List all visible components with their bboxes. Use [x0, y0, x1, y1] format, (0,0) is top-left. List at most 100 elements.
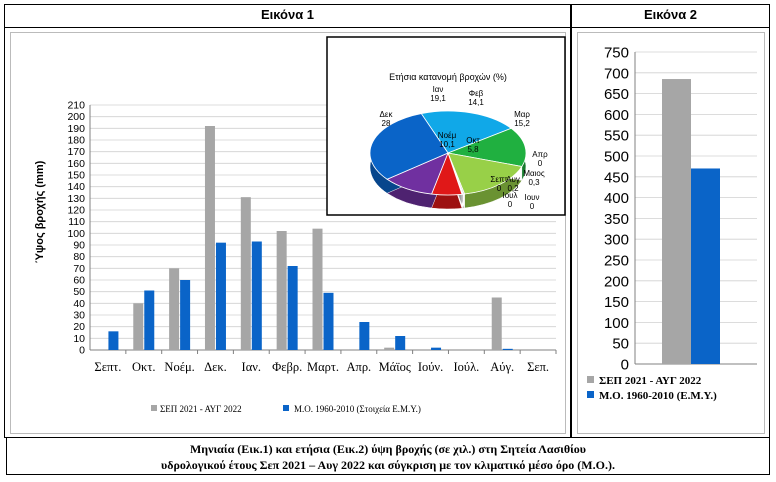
bar-current — [169, 268, 180, 350]
pie-slice-label: Νοέμ — [438, 131, 457, 140]
pie-slice-value: 0 — [538, 159, 543, 168]
pie-slice-label: Ιουν — [524, 193, 539, 202]
x-tick-label: Οκτ. — [132, 360, 155, 374]
y-tick-label: 60 — [73, 275, 85, 287]
bar-normal — [251, 241, 262, 350]
y-tick-label: 40 — [73, 298, 85, 310]
bar-current — [491, 297, 502, 350]
y2-tick-label: 0 — [621, 357, 629, 374]
y-tick-label: 110 — [68, 216, 85, 228]
y-tick-label: 190 — [67, 123, 85, 135]
y-tick-label: 90 — [73, 240, 85, 252]
bar-normal — [502, 348, 513, 350]
y-axis-label: Ύψος βροχής (mm) — [34, 160, 46, 263]
panel2-title: Εικόνα 2 — [643, 7, 698, 22]
legend-swatch-normal — [283, 405, 289, 411]
y2-tick-label: 100 — [604, 315, 629, 332]
y2-tick-label: 700 — [604, 65, 629, 82]
y2-tick-label: 350 — [604, 211, 629, 228]
legend: ΣΕΠ 2021 - ΑΥΓ 2022 Μ.Ο. 1960-2010 (Στοι… — [151, 404, 421, 414]
pie-slice-label: Ιαν — [433, 85, 444, 94]
pie-slice-value: 0 — [497, 184, 502, 193]
bar-normal — [359, 322, 370, 350]
y-tick-label: 170 — [67, 146, 85, 158]
x-tick-label: Σεπ. — [527, 360, 549, 374]
panel1-title-cell — [4, 4, 571, 28]
y-tick-label: 130 — [67, 193, 85, 205]
pie-slice-label: Οκτ — [466, 136, 480, 145]
bar-normal — [431, 347, 442, 350]
y2-tick-label: 600 — [604, 107, 629, 124]
bar-current — [240, 197, 251, 350]
pie-slice-value: 0 — [508, 200, 513, 209]
x-tick-label: Νοέμ. — [164, 360, 194, 374]
y-tick-label: 20 — [73, 321, 85, 333]
pie-slice — [446, 127, 527, 167]
y-tick-label: 0 — [79, 345, 85, 357]
y-tick-label: 50 — [73, 286, 85, 298]
y2-tick-label: 300 — [604, 232, 629, 249]
y-tick-label: 150 — [67, 170, 85, 182]
pie-slice-label: Φεβ — [469, 89, 484, 98]
y-tick-label: 180 — [67, 135, 85, 147]
pie-slice — [447, 152, 523, 195]
y2-tick-label: 500 — [604, 149, 629, 166]
pie-slice-value: 14,1 — [468, 98, 484, 107]
x-tick-label: Δεκ. — [204, 360, 227, 374]
legend-swatch-current — [151, 405, 157, 411]
x-tick-label: Ιαν. — [242, 360, 262, 374]
panel2-title-cell — [571, 4, 770, 28]
panel1-title: Εικόνα 1 — [260, 7, 315, 22]
pie-slice-value: 28 — [382, 119, 391, 128]
pie-slice-label: Μαιος — [523, 169, 545, 178]
legend2: ΣΕΠ 2021 - ΑΥΓ 2022 Μ.Ο. 1960-2010 (Ε.Μ.… — [587, 375, 717, 402]
pie-slice-label: Αυγ — [506, 175, 520, 184]
pie-slice-value: 0 — [530, 202, 535, 211]
pie-title: Ετήσια κατανομή βροχών (%) — [389, 72, 507, 82]
y-tick-label: 200 — [67, 111, 85, 123]
caption-line-1: Μηνιαία (Εικ.1) και ετήσια (Εικ.2) ύψη β… — [189, 442, 587, 456]
x-tick-label: Αύγ. — [490, 360, 514, 374]
x-tick-label: Φεβρ. — [272, 360, 302, 374]
pie-slice-value: 0,3 — [528, 178, 540, 187]
bar-current — [133, 303, 144, 350]
pie-slice — [369, 113, 449, 180]
legend-label-current: ΣΕΠ 2021 - ΑΥΓ 2022 — [160, 404, 242, 414]
annual-bar-normal — [691, 168, 720, 364]
bar-current — [312, 228, 323, 350]
bar-normal — [144, 290, 155, 350]
y2-tick-label: 150 — [604, 294, 629, 311]
y-tick-label: 30 — [73, 310, 85, 322]
x-tick-label: Μάϊος — [379, 360, 411, 374]
y-tick-label: 10 — [73, 333, 85, 345]
bar-current — [204, 126, 215, 350]
y-tick-label: 140 — [67, 181, 85, 193]
bar-normal — [108, 331, 119, 350]
pie-slice — [420, 110, 512, 154]
pie-slice-label: Δεκ — [380, 110, 394, 119]
legend2-swatch-normal — [587, 391, 594, 398]
y2-tick-label: 750 — [604, 45, 629, 62]
legend2-swatch-current — [587, 376, 594, 383]
x-tick-label: Απρ. — [346, 360, 371, 374]
bar-current — [384, 347, 395, 350]
y-tick-label: 70 — [73, 263, 85, 275]
y2-tick-label: 50 — [612, 336, 629, 353]
figure-caption: Μηνιαία (Εικ.1) και ετήσια (Εικ.2) ύψη β… — [6, 437, 770, 475]
pie-slice-value: 5,8 — [467, 145, 479, 154]
y-tick-label: 120 — [67, 205, 85, 217]
pie-slice-value: 10,1 — [439, 140, 455, 149]
bar-normal — [395, 336, 406, 350]
y2-tick-label: 250 — [604, 253, 629, 270]
bar-current — [276, 231, 287, 350]
legend2-label-current: ΣΕΠ 2021 - ΑΥΓ 2022 — [599, 375, 702, 387]
pie-slice-label: Σεπτ — [490, 175, 508, 184]
annual-rainfall-chart: 0 50 100 150 200 250 300 350 400 450 500 550 600 650 7… — [577, 32, 765, 434]
y2-tick-label: 400 — [604, 190, 629, 207]
x-tick-label: Μαρτ. — [307, 360, 339, 374]
x-tick-label: Ιούν. — [418, 360, 443, 374]
pie-slice-value: 19,1 — [430, 94, 446, 103]
pie-slice-label: Μαρ — [514, 110, 530, 119]
y-tick-label: 100 — [67, 228, 85, 240]
